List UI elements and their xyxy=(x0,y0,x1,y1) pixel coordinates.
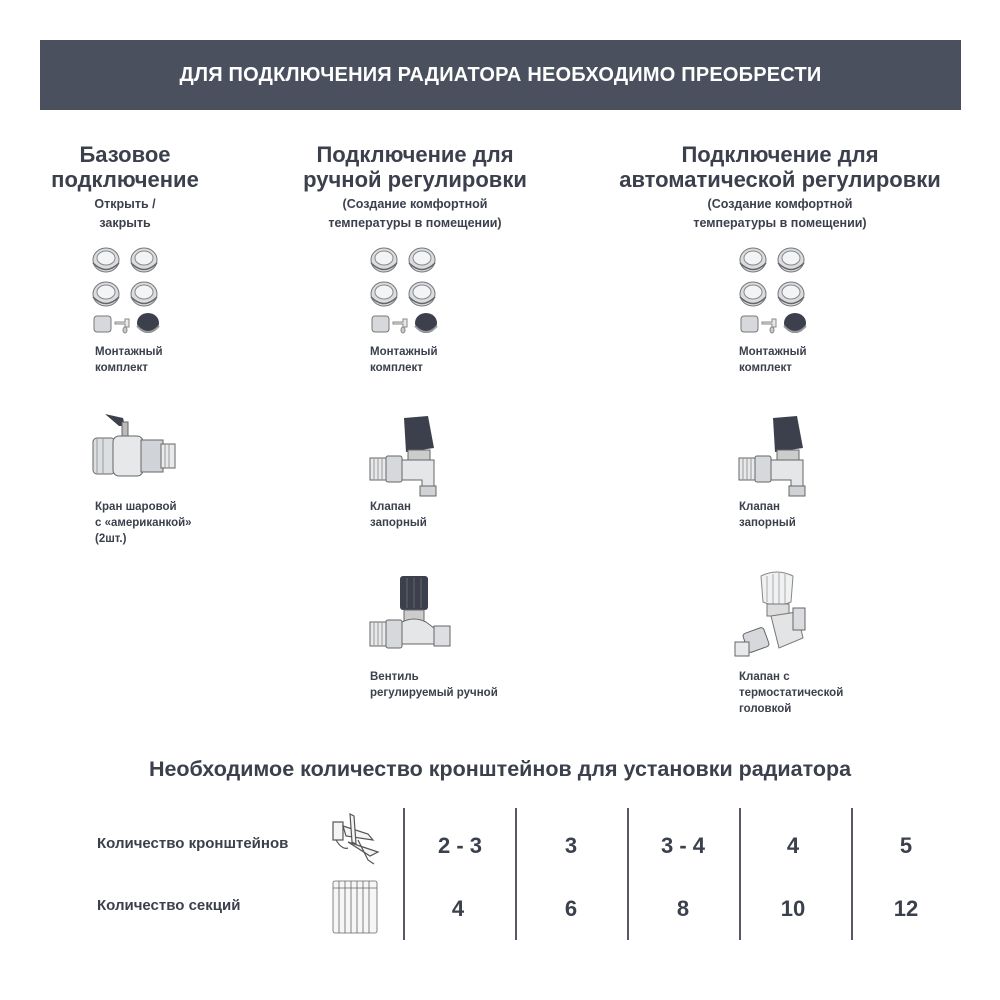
label-line: Монтажный xyxy=(95,346,163,358)
item-label: Монтажный комплект xyxy=(95,344,163,376)
thermostatic-valve-icon xyxy=(731,568,831,658)
shutoff-valve-icon xyxy=(362,408,462,498)
table-divider xyxy=(515,808,517,940)
label-line: запорный xyxy=(739,517,796,529)
label-line: комплект xyxy=(739,362,792,374)
table-divider xyxy=(627,808,629,940)
brackets-value: 3 xyxy=(564,833,578,858)
subtitle-line: (Создание комфортной xyxy=(707,197,853,211)
table-divider xyxy=(739,808,741,940)
column-subtitle: Открыть / закрыть xyxy=(25,195,225,233)
item-label: Кран шаровой с «американкой» (2шт.) xyxy=(95,499,192,547)
label-line: головкой xyxy=(739,703,792,715)
label-line: Монтажный xyxy=(739,346,807,358)
title-line: Базовое xyxy=(79,142,171,167)
label-line: Клапан xyxy=(739,501,781,513)
row-label-brackets: Количество кронштейнов xyxy=(97,835,289,852)
mounting-kit-icon xyxy=(88,246,168,336)
title-line: подключение xyxy=(51,167,199,192)
label-line: Кран шаровой xyxy=(95,501,177,513)
bracket-icon xyxy=(332,812,380,865)
label-line: Монтажный xyxy=(370,346,438,358)
label-line: комплект xyxy=(95,362,148,374)
page-header: ДЛЯ ПОДКЛЮЧЕНИЯ РАДИАТОРА НЕОБХОДИМО ПРЕ… xyxy=(40,40,961,110)
mounting-kit-icon xyxy=(366,246,446,336)
label-line: регулируемый ручной xyxy=(370,687,498,699)
label-line: комплект xyxy=(370,362,423,374)
sections-value: 10 xyxy=(780,896,806,921)
item-label: Монтажный комплект xyxy=(370,344,438,376)
brackets-value: 3 - 4 xyxy=(660,833,706,858)
subtitle-line: Открыть / xyxy=(94,197,156,211)
sections-value: 6 xyxy=(564,896,578,921)
ball-valve-icon xyxy=(85,408,185,498)
column-subtitle: (Создание комфортной температуры в помещ… xyxy=(630,195,930,233)
item-label: Клапан запорный xyxy=(370,499,427,531)
column-title-auto: Подключение для автоматической регулиров… xyxy=(580,142,980,192)
header-title: ДЛЯ ПОДКЛЮЧЕНИЯ РАДИАТОРА НЕОБХОДИМО ПРЕ… xyxy=(179,63,822,86)
manual-valve-icon xyxy=(362,572,462,662)
shutoff-valve-icon xyxy=(731,408,831,498)
sections-value: 12 xyxy=(893,896,919,921)
title-line: ручной регулировки xyxy=(303,167,527,192)
mounting-kit-icon xyxy=(735,246,815,336)
item-label: Клапан с термостатической головкой xyxy=(739,669,843,717)
column-subtitle: (Создание комфортной температуры в помещ… xyxy=(265,195,565,233)
label-line: Вентиль xyxy=(370,671,419,683)
row-label-sections: Количество секций xyxy=(97,897,241,914)
sections-value: 4 xyxy=(451,896,465,921)
title-line: Подключение для xyxy=(681,142,879,167)
label-line: термостатической xyxy=(739,687,844,699)
subtitle-line: закрыть xyxy=(99,216,151,230)
brackets-value: 5 xyxy=(899,833,913,858)
table-divider xyxy=(403,808,405,940)
item-label: Вентиль регулируемый ручной xyxy=(370,669,498,701)
table-divider xyxy=(851,808,853,940)
subtitle-line: (Создание комфортной xyxy=(342,197,488,211)
brackets-title: Необходимое количество кронштейнов для у… xyxy=(148,757,852,781)
column-title-manual: Подключение для ручной регулировки xyxy=(265,142,565,192)
radiator-icon xyxy=(332,880,378,934)
item-label: Клапан запорный xyxy=(739,499,796,531)
title-line: автоматической регулировки xyxy=(619,167,941,192)
title-line: Подключение для xyxy=(316,142,514,167)
item-label: Монтажный комплект xyxy=(739,344,807,376)
brackets-value: 4 xyxy=(786,833,800,858)
sections-value: 8 xyxy=(676,896,690,921)
subtitle-line: температуры в помещении) xyxy=(328,216,502,230)
label-line: с «американкой» xyxy=(95,517,192,529)
subtitle-line: температуры в помещении) xyxy=(693,216,867,230)
column-title-basic: Базовое подключение xyxy=(25,142,225,192)
label-line: (2шт.) xyxy=(95,533,127,545)
label-line: Клапан с xyxy=(739,671,790,683)
label-line: Клапан xyxy=(370,501,412,513)
brackets-value: 2 - 3 xyxy=(437,833,483,858)
label-line: запорный xyxy=(370,517,427,529)
